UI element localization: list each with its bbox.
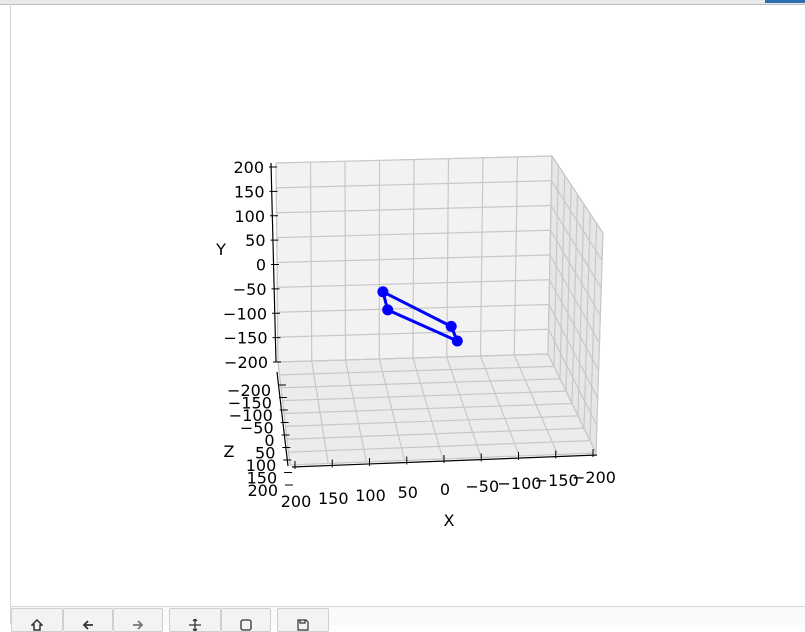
zoom-button[interactable] [221,608,271,632]
x-axis-label: X [444,511,455,530]
y-tick-label: −150 [224,329,268,348]
x-tick-label: 0 [440,480,450,499]
forward-button[interactable] [113,608,163,632]
data-point [382,304,393,315]
x-tick-label: −200 [572,468,616,487]
data-point [446,321,457,332]
back-arrow-icon [82,619,94,631]
zoom-icon [240,619,252,631]
home-button[interactable] [11,608,63,632]
home-icon [31,619,43,631]
y-tick-label: 150 [234,182,265,201]
back-button[interactable] [63,608,113,632]
x-tick-label: 100 [355,486,386,505]
x-tick-label: 50 [398,483,418,502]
y-axis-line [271,163,276,362]
y-tick-label: 200 [233,158,264,177]
save-icon [297,619,309,631]
y-tick-label: −50 [233,280,267,299]
y-axis-label: Y [215,240,226,259]
pan-button[interactable] [169,608,221,632]
pan-icon [189,619,201,631]
x-tick-label: 200 [281,492,312,511]
data-point [452,336,463,347]
y-tick-label: −200 [224,353,268,372]
save-button[interactable] [277,608,329,632]
data-point [377,286,388,297]
z-tick-label: 200 [247,481,278,500]
navigation-toolbar [11,606,805,625]
y-tick-label: 100 [234,207,265,226]
y-tick-label: −100 [223,304,267,323]
plot-3d[interactable]: 200150100500−50−100−150−200−200−150−100−… [0,0,805,606]
x-tick-label: −50 [465,477,499,496]
y-tick-label: 50 [245,231,265,250]
x-tick-label: 150 [318,489,349,508]
y-tick-label: 0 [256,256,266,275]
z-axis-label: Z [224,442,235,461]
forward-arrow-icon [132,619,144,631]
